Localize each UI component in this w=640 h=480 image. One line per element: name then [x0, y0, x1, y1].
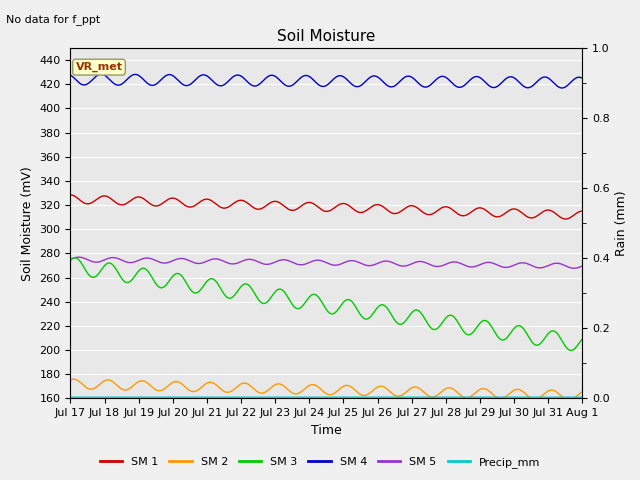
Text: VR_met: VR_met	[76, 62, 122, 72]
Y-axis label: Soil Moisture (mV): Soil Moisture (mV)	[21, 166, 34, 281]
Title: Soil Moisture: Soil Moisture	[277, 29, 376, 44]
Text: No data for f_ppt: No data for f_ppt	[6, 14, 100, 25]
Y-axis label: Rain (mm): Rain (mm)	[616, 191, 628, 256]
Legend: SM 1, SM 2, SM 3, SM 4, SM 5, Precip_mm: SM 1, SM 2, SM 3, SM 4, SM 5, Precip_mm	[95, 452, 545, 472]
X-axis label: Time: Time	[311, 424, 342, 437]
